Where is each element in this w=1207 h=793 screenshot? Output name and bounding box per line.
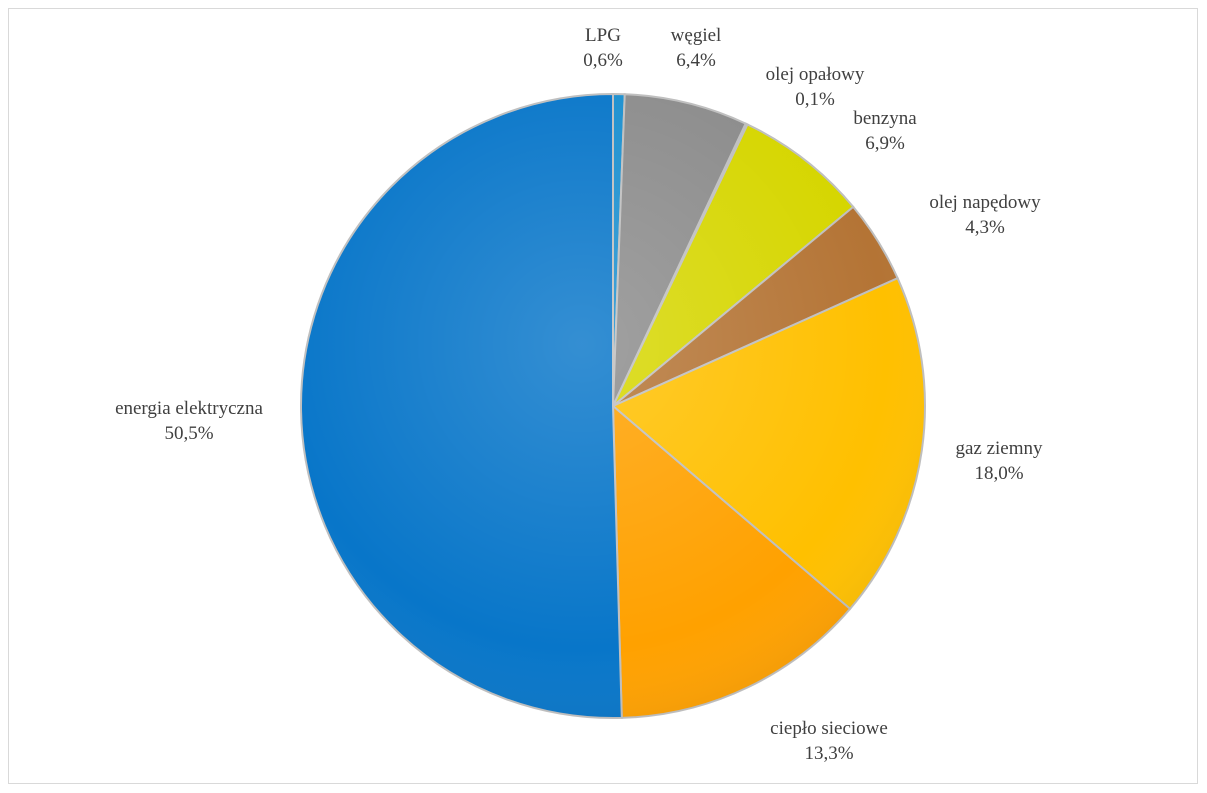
chart-frame: LPG 0,6% węgiel 6,4% olej opałowy 0,1% benzyna… [8, 8, 1198, 784]
slice-label-name: węgiel [671, 25, 722, 46]
slice-label: olej opałowy 0,1% [766, 64, 865, 110]
slice-label-value: 50,5% [164, 423, 213, 444]
slice-label-name: ciepło sieciowe [770, 718, 888, 739]
slice-label-name: LPG [585, 25, 621, 46]
pie-chart: LPG 0,6% węgiel 6,4% olej opałowy 0,1% benzyna… [115, 25, 1043, 764]
slice-label: ciepło sieciowe 13,3% [770, 718, 888, 764]
slice-label-name: olej opałowy [766, 64, 865, 85]
slice-label: węgiel 6,4% [671, 25, 722, 71]
slice-label-value: 18,0% [974, 463, 1023, 484]
slice-label-value: 6,4% [676, 50, 716, 71]
slice-label-name: gaz ziemny [955, 438, 1043, 459]
slice-label: benzyna 6,9% [853, 108, 917, 154]
slice-label-value: 0,1% [795, 89, 835, 110]
slice-label: LPG 0,6% [583, 25, 623, 71]
slice-label: gaz ziemny 18,0% [955, 438, 1043, 484]
pie-slice-energia-elektryczna [300, 92, 623, 719]
slice-label-name: benzyna [853, 108, 917, 129]
slice-label-value: 0,6% [583, 50, 623, 71]
slice-label: olej napędowy 4,3% [929, 192, 1041, 238]
slice-label-name: olej napędowy [929, 192, 1041, 213]
slice-label: energia elektryczna 50,5% [115, 398, 263, 444]
slice-label-value: 6,9% [865, 133, 905, 154]
slice-label-value: 4,3% [965, 217, 1005, 238]
slice-label-value: 13,3% [804, 743, 853, 764]
slice-label-name: energia elektryczna [115, 398, 263, 419]
